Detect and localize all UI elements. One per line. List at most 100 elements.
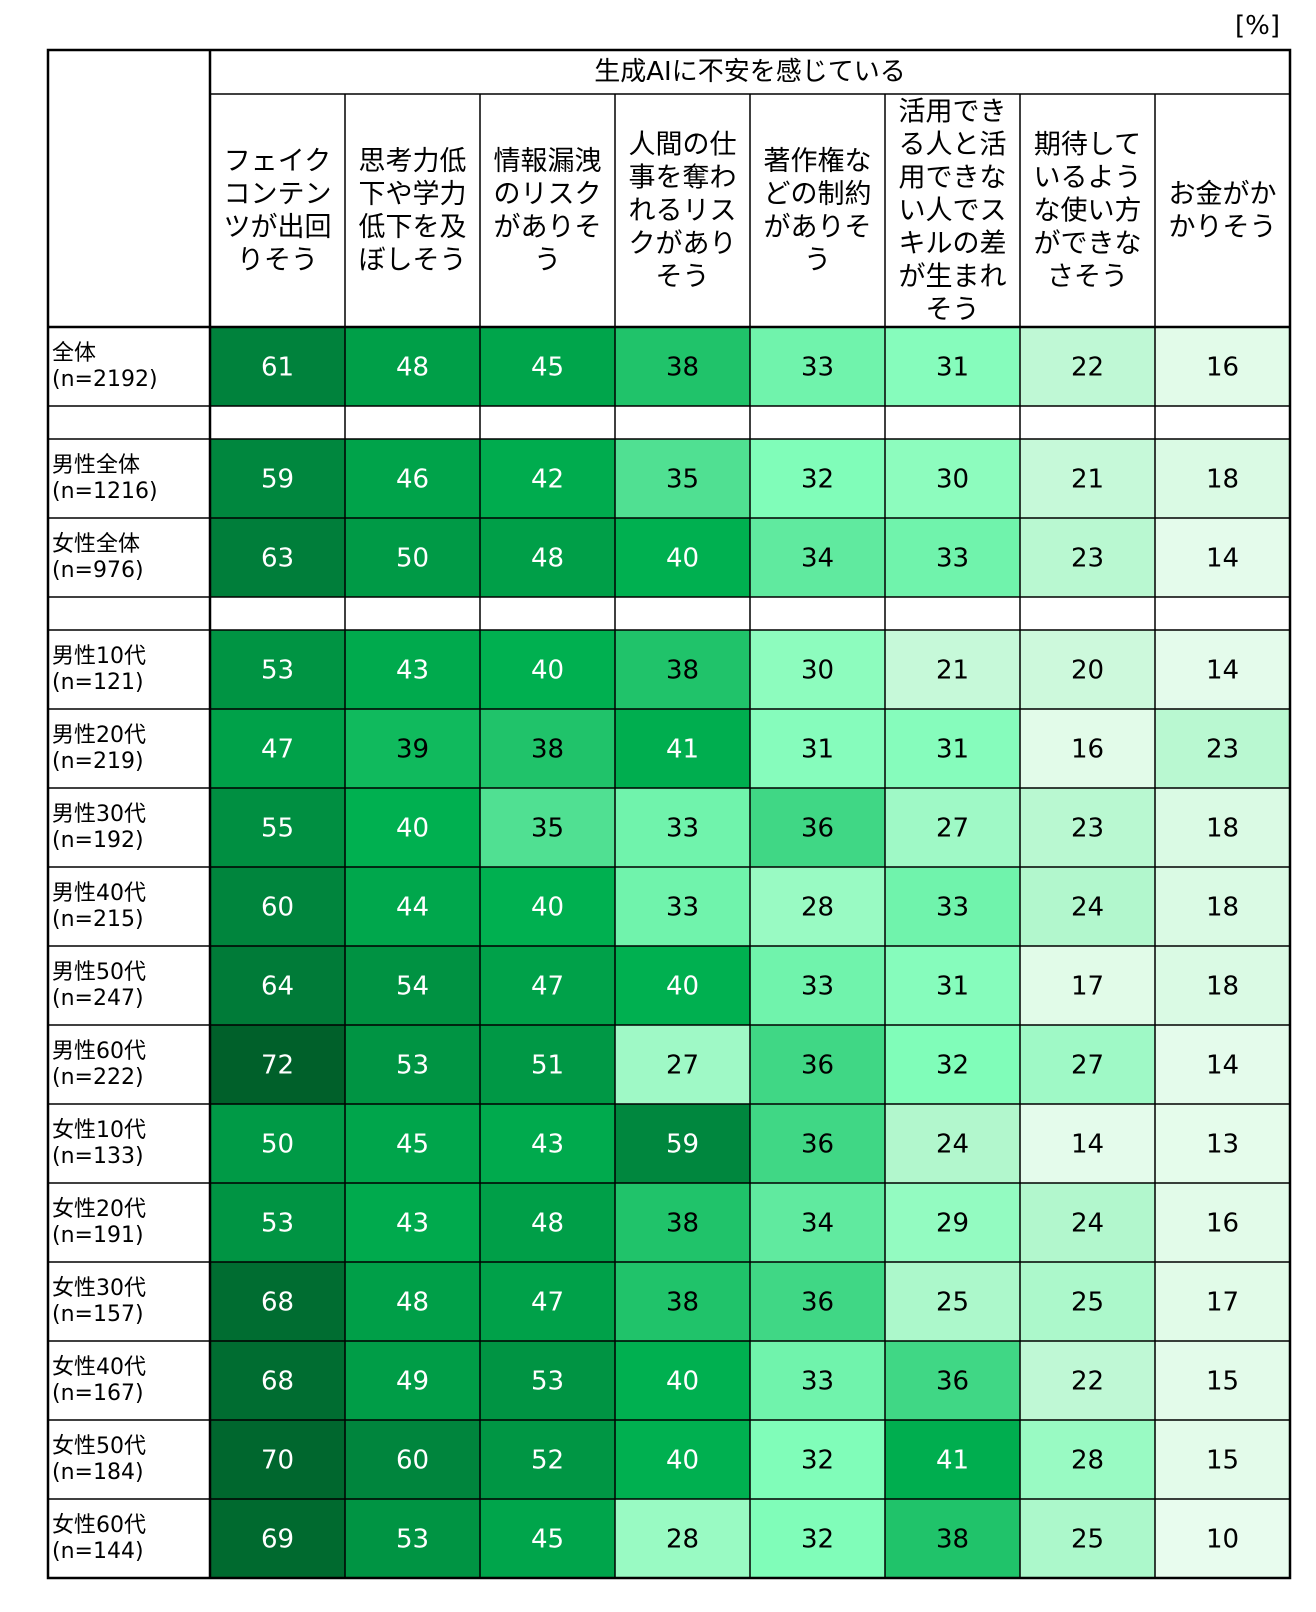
heat-cell-value: 35: [531, 814, 564, 844]
heat-cell-value: 43: [396, 1209, 429, 1239]
heat-cell: [615, 709, 750, 788]
heat-cell: [615, 1499, 750, 1578]
heat-cell-value: 30: [801, 656, 834, 686]
heat-cell: [885, 788, 1020, 867]
heat-cell: [1155, 946, 1290, 1025]
heat-cell: [1020, 946, 1155, 1025]
heat-cell: [210, 946, 345, 1025]
heat-cell: [615, 1262, 750, 1341]
heat-cell-value: 36: [936, 1367, 969, 1397]
heat-cell: [1155, 1183, 1290, 1262]
heat-cell: [615, 327, 750, 406]
heat-cell: [750, 946, 885, 1025]
heat-cell-value: 40: [666, 1446, 699, 1476]
heat-cell: [1155, 709, 1290, 788]
heat-cell: [750, 1420, 885, 1499]
heat-cell-value: 60: [261, 893, 294, 923]
heat-cell-value: 34: [801, 544, 834, 574]
heat-cell: [615, 1104, 750, 1183]
heat-cell: [210, 1420, 345, 1499]
heat-cell-value: 16: [1071, 735, 1104, 765]
heat-cell: [480, 518, 615, 597]
heat-cell: [885, 327, 1020, 406]
heat-cell-value: 47: [531, 972, 564, 1002]
heat-cell: [345, 1104, 480, 1183]
row-label: 男性60代(n=222): [52, 1039, 146, 1090]
heat-cell-value: 18: [1206, 465, 1239, 495]
heat-cell-value: 13: [1206, 1130, 1239, 1160]
heat-cell: [750, 1262, 885, 1341]
heat-cell: [210, 518, 345, 597]
heat-cell: [1020, 709, 1155, 788]
heat-cell-value: 40: [396, 814, 429, 844]
heat-cell-value: 14: [1206, 544, 1239, 574]
heat-cell-value: 17: [1071, 972, 1104, 1002]
heat-cell-value: 50: [261, 1130, 294, 1160]
heat-cell: [1020, 327, 1155, 406]
heat-cell: [480, 1025, 615, 1104]
row-label: 男性30代(n=192): [52, 802, 146, 853]
heat-cell: [885, 946, 1020, 1025]
heat-cell: [480, 788, 615, 867]
heat-cell-value: 69: [261, 1525, 294, 1555]
heat-cell-value: 21: [936, 656, 969, 686]
heat-cell-value: 72: [261, 1051, 294, 1081]
spacer-row: [48, 406, 1290, 439]
heat-cell: [1155, 518, 1290, 597]
heat-cell-value: 70: [261, 1446, 294, 1476]
heat-cell-value: 41: [666, 735, 699, 765]
heat-cell: [1020, 1025, 1155, 1104]
heat-cell-value: 38: [936, 1525, 969, 1555]
heat-cell-value: 33: [801, 353, 834, 383]
heat-cell-value: 23: [1071, 544, 1104, 574]
heat-cell-value: 53: [396, 1051, 429, 1081]
heat-cell-value: 32: [801, 1525, 834, 1555]
heat-cell-value: 21: [1071, 465, 1104, 495]
row-label: 女性30代(n=157): [52, 1276, 146, 1327]
heat-cell: [885, 630, 1020, 709]
heat-cell: [1155, 1025, 1290, 1104]
heat-cell: [1155, 1499, 1290, 1578]
column-header: 活用できる人と活用できない人でスキルの差が生まれそう: [899, 97, 1007, 326]
row-label: 女性50代(n=184): [52, 1434, 146, 1485]
heat-cell: [480, 946, 615, 1025]
heat-cell-value: 48: [531, 544, 564, 574]
row-label: 女性全体(n=976): [52, 532, 144, 583]
heat-cell: [1020, 1104, 1155, 1183]
heat-cell: [345, 788, 480, 867]
heat-cell-value: 59: [261, 465, 294, 495]
heat-cell-value: 23: [1206, 735, 1239, 765]
heat-cell-value: 33: [936, 893, 969, 923]
heat-cell-value: 27: [936, 814, 969, 844]
row-label: 女性60代(n=144): [52, 1513, 146, 1564]
heat-cell-value: 15: [1206, 1367, 1239, 1397]
heat-cell: [615, 867, 750, 946]
heat-cell: [885, 867, 1020, 946]
heat-cell-value: 45: [531, 353, 564, 383]
heat-cell-value: 28: [1071, 1446, 1104, 1476]
column-header: 著作権などの制約がありそう: [764, 146, 872, 276]
heat-cell: [750, 867, 885, 946]
grid-lines: [46, 48, 1292, 1580]
heat-cell: [615, 788, 750, 867]
heat-cell: [885, 1104, 1020, 1183]
heat-cell-value: 25: [936, 1288, 969, 1318]
heat-cell-value: 32: [801, 1446, 834, 1476]
row-label: 女性20代(n=191): [52, 1197, 146, 1248]
heat-cell-value: 43: [531, 1130, 564, 1160]
heat-cell: [345, 1025, 480, 1104]
heat-cell: [1020, 867, 1155, 946]
heat-cell: [750, 1104, 885, 1183]
heat-cell-value: 22: [1071, 353, 1104, 383]
heat-cell: [1020, 1183, 1155, 1262]
heat-cell-value: 31: [936, 972, 969, 1002]
heat-cell-value: 53: [396, 1525, 429, 1555]
heat-cell-value: 60: [396, 1446, 429, 1476]
heat-cell-value: 31: [936, 353, 969, 383]
heat-cell: [480, 1104, 615, 1183]
heat-cell-value: 36: [801, 814, 834, 844]
column-header: 情報漏洩のリスクがありそう: [494, 146, 602, 276]
heat-cell-value: 18: [1206, 814, 1239, 844]
heat-cell-value: 45: [396, 1130, 429, 1160]
